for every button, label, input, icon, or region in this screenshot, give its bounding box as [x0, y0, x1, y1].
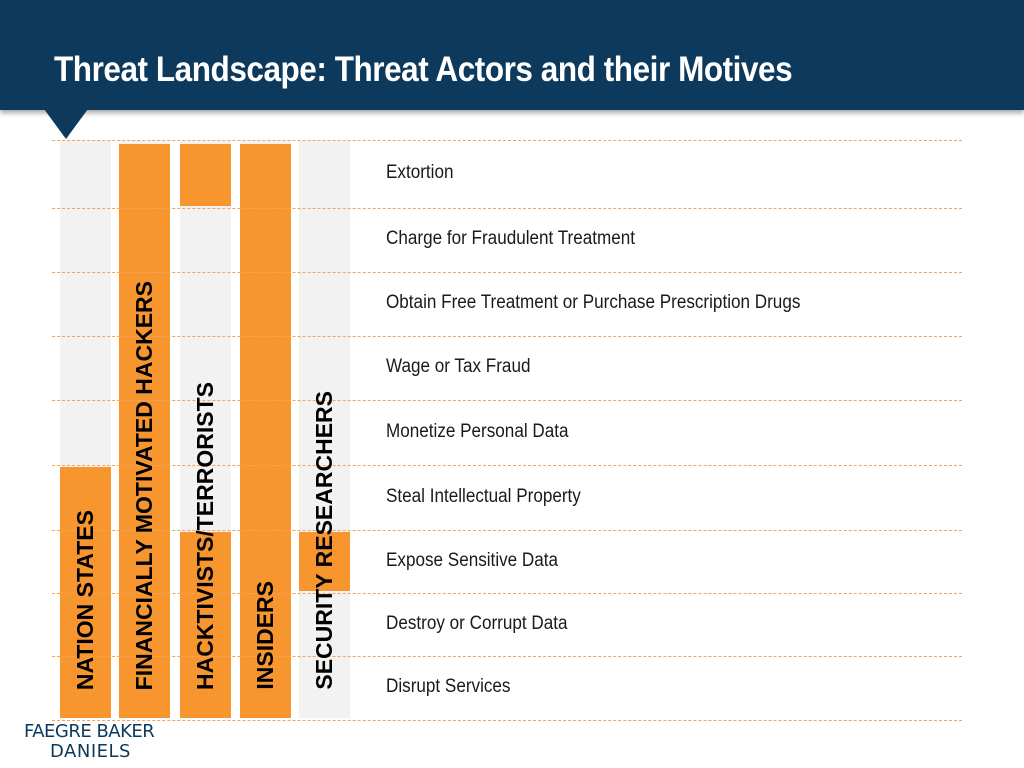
logo-line-2: DANIELS: [50, 741, 131, 762]
page-title: Threat Landscape: Threat Actors and thei…: [54, 50, 793, 89]
motive-label: Monetize Personal Data: [386, 420, 569, 442]
row-divider: [52, 593, 962, 594]
actor-motive-bar: [119, 144, 170, 718]
motive-label: Disrupt Services: [386, 676, 511, 697]
actor-column-background: [299, 140, 350, 718]
actor-label: HACKTIVISTS/TERRORISTS: [192, 382, 218, 690]
logo-line-1: FAEGRE BAKER: [24, 721, 155, 742]
actor-motive-bar: [180, 532, 231, 718]
header-banner: Threat Landscape: Threat Actors and thei…: [0, 0, 1024, 110]
motive-label: Destroy or Corrupt Data: [386, 612, 568, 634]
motive-label: Steal Intellectual Property: [386, 485, 581, 507]
row-divider: [52, 400, 962, 401]
motive-label: Wage or Tax Fraud: [386, 356, 531, 377]
actor-motive-bar: [240, 144, 291, 718]
actor-label: SECURITY RESEARCHERS: [311, 391, 337, 690]
actor-label: INSIDERS: [252, 581, 278, 690]
row-divider: [52, 336, 962, 337]
motive-label: Obtain Free Treatment or Purchase Prescr…: [386, 292, 801, 313]
actor-motive-bar: [299, 532, 350, 591]
row-divider: [52, 465, 962, 466]
row-divider: [52, 720, 962, 721]
row-divider: [52, 530, 962, 531]
row-divider: [52, 208, 962, 209]
actor-label: NATION STATES: [72, 509, 98, 690]
actor-motive-bar: [60, 467, 111, 718]
motive-label: Expose Sensitive Data: [386, 549, 559, 571]
motive-label: Charge for Fraudulent Treatment: [386, 228, 636, 249]
row-divider: [52, 140, 962, 141]
row-divider: [52, 272, 962, 273]
row-divider: [52, 656, 962, 657]
motive-label: Extortion: [386, 162, 454, 183]
header-pointer: [44, 109, 88, 139]
company-logo: FAEGRE BAKER DANIELS: [24, 721, 155, 762]
actor-label: FINANCIALLY MOTIVATED HACKERS: [131, 280, 157, 690]
actor-motive-bar: [180, 144, 231, 206]
